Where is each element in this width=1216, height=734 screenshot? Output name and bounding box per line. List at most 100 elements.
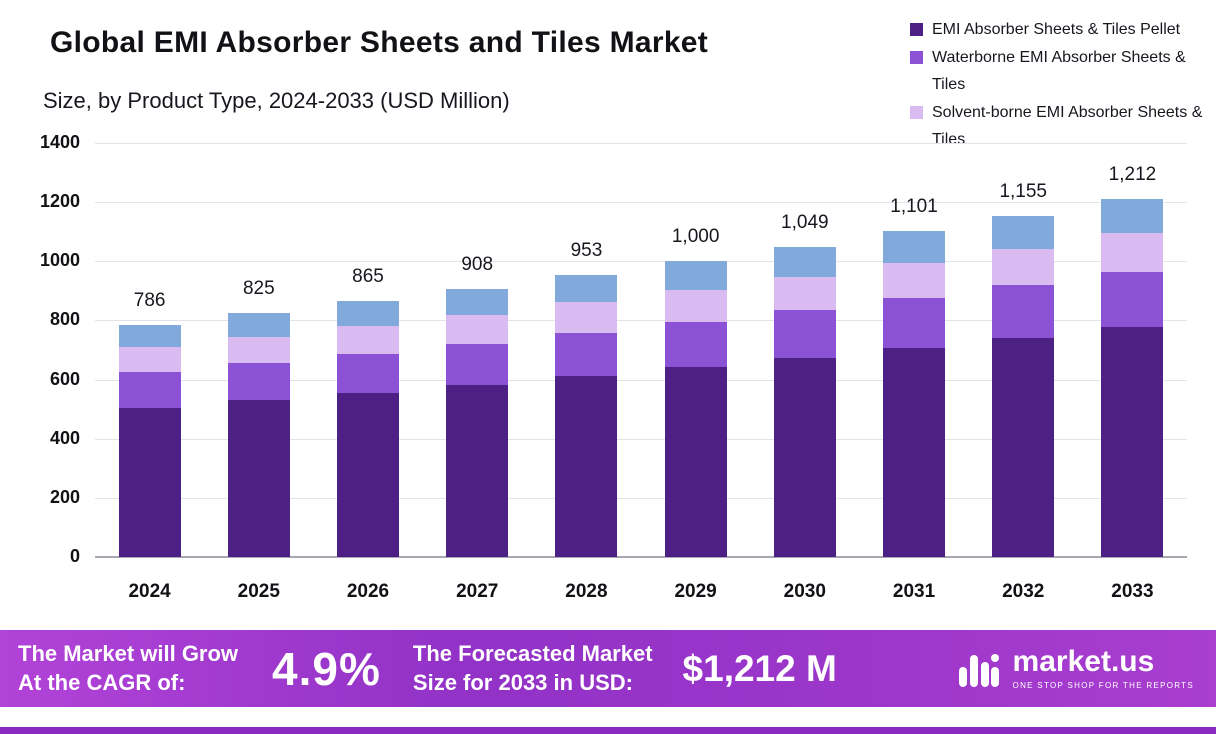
bar-segment: [555, 332, 618, 376]
bar-group: 1,000 2029: [641, 143, 750, 602]
bar-segment: [446, 343, 509, 385]
bar-group: 825 2025: [204, 143, 313, 602]
gridline: [95, 202, 1187, 204]
forecast-label: The Forecasted Market Size for 2033 in U…: [413, 640, 653, 696]
x-tick-label: 2033: [1111, 581, 1154, 602]
marketus-logo[interactable]: market.us ONE STOP SHOP FOR THE REPORTS: [955, 645, 1194, 693]
y-tick-label: 600: [49, 368, 80, 389]
x-tick-label: 2031: [892, 581, 936, 602]
gridline: [95, 320, 1187, 322]
stacked-bar: [773, 246, 836, 557]
bar-segment: [773, 277, 836, 311]
bar-segment: [773, 358, 836, 557]
bar-segment: [664, 322, 727, 368]
bar-group: 865 2026: [313, 143, 422, 602]
stacked-bar: [883, 231, 946, 557]
legend-label: EMI Absorber Sheets & Tiles Pellet: [932, 21, 1181, 38]
forecast-value: $1,212 M: [682, 647, 837, 689]
bar-segment: [992, 215, 1055, 249]
x-tick-label: 2030: [783, 581, 826, 602]
y-tick-label: 200: [49, 486, 80, 507]
chart-subtitle: Size, by Product Type, 2024-2033 (USD Mi…: [43, 88, 510, 113]
y-tick-label: 1400: [39, 132, 80, 152]
stacked-bar: [337, 301, 399, 557]
gridline: [95, 379, 1187, 381]
chart-title: Global EMI Absorber Sheets and Tiles Mar…: [50, 26, 709, 59]
y-axis: 0 200 400 600 800 1000 1200 1400: [16, 132, 80, 566]
bar-group: 1,155 2032: [969, 143, 1078, 602]
legend-item: EMI Absorber Sheets & Tiles Pellet: [910, 16, 1210, 44]
legend-swatch: [910, 50, 923, 64]
logo-text-wrap: market.us ONE STOP SHOP FOR THE REPORTS: [1012, 647, 1194, 691]
logo-tagline: ONE STOP SHOP FOR THE REPORTS: [1012, 681, 1194, 690]
bar-segment: [227, 313, 290, 337]
y-tick-label: 0: [69, 546, 80, 566]
bar-segment: [773, 246, 836, 278]
bar-segment: [446, 314, 509, 344]
legend-item: Waterborne EMI Absorber Sheets & Tiles: [910, 44, 1210, 99]
x-tick-label: 2025: [237, 581, 280, 602]
bar-segment: [1101, 326, 1164, 557]
bar-segment: [555, 275, 618, 303]
bar-total-label: 1,049: [781, 211, 829, 233]
bar-segment: [337, 353, 399, 393]
gridline: [95, 143, 1187, 144]
bar-group: 1,101 2031: [859, 143, 968, 602]
bottom-accent-strip: [0, 727, 1216, 734]
bar-segment: [227, 363, 290, 401]
x-tick-label: 2026: [346, 581, 390, 602]
bar-segment: [555, 302, 618, 333]
bar-segment: [118, 372, 181, 408]
bar-segment: [337, 326, 399, 354]
cagr-label-line1: The Market will Grow: [18, 641, 239, 667]
gridline: [95, 261, 1187, 263]
bar-segment: [883, 263, 946, 299]
bar-group: 953 2028: [532, 143, 641, 602]
stacked-bar: [1101, 198, 1164, 557]
x-tick-label: 2028: [565, 581, 608, 602]
bar-segment: [446, 384, 509, 557]
bar-segment: [664, 290, 727, 323]
bar-segment: [664, 367, 727, 557]
stacked-bar: [227, 313, 290, 557]
bar-total-label: 1,000: [671, 226, 720, 248]
bar-total-label: 865: [352, 266, 384, 288]
bar-segment: [992, 285, 1055, 338]
x-tick-label: 2024: [128, 581, 171, 602]
stacked-bar: [446, 288, 509, 557]
bar-segment: [227, 336, 290, 364]
bar-total-label: 825: [242, 278, 275, 300]
cagr-label: The Market will Grow At the CAGR of:: [18, 640, 238, 696]
bar-segment: [1101, 233, 1164, 272]
x-tick-label: 2027: [456, 581, 499, 602]
gridline: [95, 438, 1187, 440]
bar-segment: [227, 400, 290, 557]
y-tick-label: 800: [49, 309, 80, 330]
bar-segment: [555, 376, 618, 557]
bar-segment: [992, 337, 1055, 557]
legend: EMI Absorber Sheets & Tiles Pellet Waterb…: [910, 16, 1210, 154]
bar-total-label: 786: [133, 289, 166, 311]
banner: The Market will Grow At the CAGR of: 4.9…: [0, 630, 1216, 707]
bar-segment: [1101, 271, 1164, 327]
cagr-value: 4.9%: [272, 642, 381, 695]
bar-segment: [118, 407, 181, 557]
legend-swatch: [910, 105, 923, 119]
y-tick-label: 400: [49, 427, 80, 448]
marketus-logo-icon: [958, 653, 999, 687]
bar-segment: [883, 347, 946, 557]
legend-swatch: [910, 23, 923, 36]
bar-segment: [773, 310, 836, 358]
gridline: [95, 556, 1187, 558]
bar-segment: [337, 301, 399, 327]
bar-group: 1,049 2030: [750, 143, 859, 602]
cagr-label-line2: At the CAGR of:: [18, 669, 186, 695]
bar-segment: [1101, 198, 1164, 234]
bar-segment: [337, 392, 399, 557]
bar-total-label: 1,212: [1108, 163, 1157, 185]
bar-segment: [446, 288, 509, 315]
stacked-bar: [118, 324, 181, 557]
stacked-bar: [992, 215, 1055, 557]
y-tick-label: 1000: [39, 250, 80, 271]
